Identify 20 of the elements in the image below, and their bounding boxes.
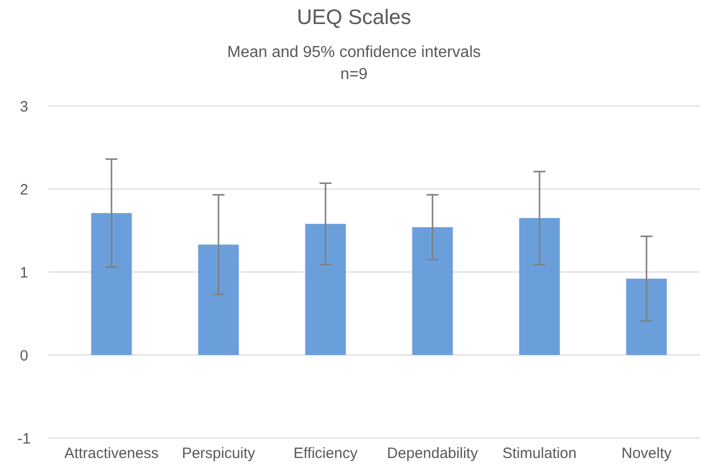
bar — [519, 218, 560, 355]
y-tick-label: 0 — [20, 347, 28, 364]
x-tick-label: Efficiency — [294, 445, 358, 462]
bar — [305, 224, 346, 355]
chart-title: UEQ Scales — [296, 6, 412, 29]
bar — [91, 213, 132, 355]
bar — [198, 244, 239, 355]
text: n=9 — [340, 66, 368, 83]
bar — [412, 227, 453, 355]
chart-subtitle: Mean and 95% confidence intervals — [227, 44, 481, 61]
x-tick-label: Perspicuity — [182, 445, 256, 462]
y-tick-label: 2 — [20, 181, 28, 198]
x-tick-label: Novelty — [621, 445, 672, 462]
y-tick-label: -1 — [17, 430, 31, 448]
bar — [626, 278, 667, 355]
x-tick-label: Dependability — [387, 445, 478, 462]
y-tick-label: 3 — [20, 98, 28, 116]
x-tick-label: Stimulation — [502, 445, 577, 462]
y-tick-label: 1 — [20, 264, 28, 282]
x-tick-label: Attractiveness — [64, 445, 159, 462]
